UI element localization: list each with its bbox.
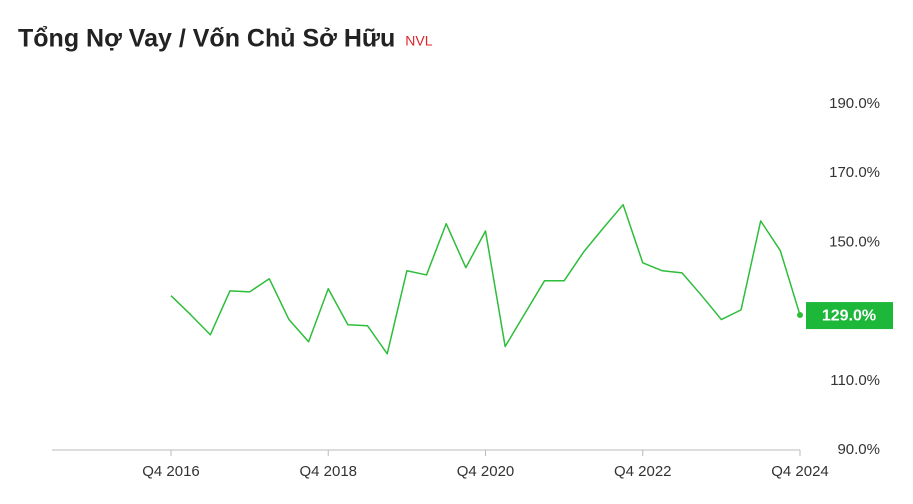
y-tick-label: 170.0%: [829, 164, 880, 181]
y-tick-label: 190.0%: [829, 95, 880, 112]
y-tick-label: 110.0%: [830, 372, 880, 389]
y-tick-label: 90.0%: [837, 441, 880, 458]
x-tick-label: Q4 2016: [142, 463, 200, 480]
x-tick-label: Q4 2024: [771, 463, 829, 480]
value-label-bg: [806, 302, 893, 330]
x-tick-label: Q4 2022: [614, 463, 672, 480]
ticker: NVL: [405, 33, 432, 49]
y-tick-label: 150.0%: [829, 233, 880, 250]
x-tick-label: Q4 2018: [299, 463, 357, 480]
end-point: [797, 312, 803, 319]
line: [170, 203, 801, 355]
chart-title: Tổng Nợ Vay / Vốn Chủ Sở Hữu: [18, 25, 395, 53]
value-label: 129.0%: [822, 307, 876, 324]
x-tick-label: Q4 2020: [457, 463, 515, 480]
